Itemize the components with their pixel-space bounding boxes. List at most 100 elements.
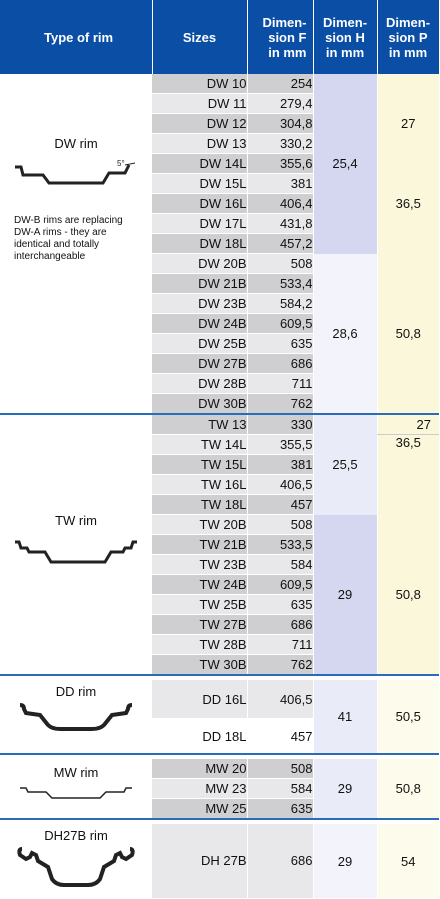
table-row: DW 23B 584,2 [0,293,439,314]
size-cell: DW 18L [152,233,247,254]
dim-p-cell: 50,8 [376,253,439,415]
tw-rim-profile-icon [15,540,137,564]
dim-f-cell: 279,4 [246,93,313,114]
table-row: TW 28B 711 [0,634,439,655]
table-row: MW 25 635 [0,798,439,820]
table-row: DH27B rim DH 27B 686 29 54 [0,824,439,899]
table-row: DW 25B 635 [0,333,439,354]
dim-h-cell: 29 [312,824,377,898]
tw-rim-name: TW rim [55,513,97,528]
size-cell: TW 27B [152,614,247,635]
table-row: DW 21B 533,4 [0,273,439,294]
dim-f-cell: 635 [246,333,313,354]
size-cell: DW 27B [152,353,247,374]
dim-h-cell: 29 [312,759,377,820]
dh-rim-profile-icon [17,847,135,887]
size-cell: TW 16L [152,474,247,495]
table-row: TW rim TW 13 330 25,5 27 [0,414,439,676]
dim-f-cell: 406,5 [246,474,313,495]
dim-f-cell: 686 [246,614,313,635]
table-row: MW 23 584 [0,778,439,799]
table-row: TW 27B 686 [0,614,439,635]
dim-f-cell: 508 [246,514,313,535]
dim-f-cell: 406,5 [246,680,313,719]
dd-rim-profile-icon [19,703,133,731]
table-row: DW 30B 762 [0,393,439,415]
dim-f-cell: 508 [246,253,313,274]
header-sizes: Sizes [152,0,248,74]
size-cell: TW 20B [152,514,247,535]
table-row: DW 18L 457,2 [0,233,439,254]
dh-rim-name: DH27B rim [44,828,108,843]
dw-note: DW-B rims are replacing DW-A rims - they… [14,215,123,262]
mw-rim-name: MW rim [53,765,99,780]
table-row: TW 30B 762 [0,654,439,676]
dim-f-cell: 381 [246,173,313,194]
dim-f-cell: 406,4 [246,193,313,214]
dd-rim-name: DD rim [55,684,97,699]
size-cell: TW 21B [152,534,247,555]
mw-rim-cell: MW rim [0,759,152,820]
size-cell: DW 12 [152,113,247,134]
size-cell: DW 14L [152,153,247,174]
table-row: TW 21B 533,5 [0,534,439,555]
dim-f-cell: 584,2 [246,293,313,314]
size-cell: MW 23 [152,778,247,799]
size-cell: TW 25B [152,594,247,615]
dim-f-cell: 762 [246,393,313,415]
size-cell: MW 20 [152,759,247,779]
dim-p-cell: 50,5 [376,680,439,755]
dim-f-cell: 609,5 [246,313,313,334]
dim-f-cell: 533,5 [246,534,313,555]
dim-p-cell: 36,5 [376,153,439,254]
dim-f-cell: 508 [246,759,313,779]
table-row: DW 16L 406,4 [0,193,439,214]
dim-p-cell: 27 [376,414,439,435]
dw-rim-cell: DW rim 5° DW-B rims are replacing DW-A r… [0,74,152,415]
dim-f-cell: 533,4 [246,273,313,294]
size-cell: TW 28B [152,634,247,655]
table-row: DW 27B 686 [0,353,439,374]
dim-f-cell: 254 [246,74,313,94]
dim-p-cell: 36,5 [376,434,439,515]
dim-f-cell: 711 [246,634,313,655]
table-row: DW rim 5° DW-B rims are replacing DW-A r… [0,74,439,415]
dw-angle-label: 5° [117,159,125,168]
size-cell: DW 13 [152,133,247,154]
dim-f-cell: 330,2 [246,133,313,154]
table-row: DW 12 304,8 [0,113,439,134]
table-row: TW 25B 635 [0,594,439,615]
size-cell: DW 25B [152,333,247,354]
dim-f-cell: 762 [246,654,313,676]
dim-f-cell: 584 [246,554,313,575]
table-row: DW 11 279,4 27 [0,93,439,154]
size-cell: TW 30B [152,654,247,676]
dim-f-cell: 457,2 [246,233,313,254]
table-row: DW 28B 711 [0,373,439,394]
size-cell: DW 21B [152,273,247,294]
dim-f-cell: 304,8 [246,113,313,134]
dim-h-cell: 25,5 [312,414,377,515]
dim-p-cell: 54 [376,824,439,898]
table-row: TW 16L 406,5 [0,474,439,495]
size-cell: DW 30B [152,393,247,415]
size-cell: DW 24B [152,313,247,334]
table-row: DD 18L 457 [0,718,439,755]
dim-f-cell: 381 [246,454,313,475]
dh-rim-cell: DH27B rim [0,824,152,898]
size-cell: DW 17L [152,213,247,234]
dw-rim-name: DW rim [54,136,98,151]
size-cell: TW 14L [152,434,247,455]
size-cell: DH 27B [152,824,247,899]
size-cell: DW 23B [152,293,247,314]
table-row: DW 20B 508 28,6 50,8 [0,253,439,415]
dim-f-cell: 457 [246,494,313,515]
size-cell: DD 16L [152,680,247,719]
tw-rim-cell: TW rim [0,414,152,676]
dim-f-cell: 686 [246,353,313,374]
